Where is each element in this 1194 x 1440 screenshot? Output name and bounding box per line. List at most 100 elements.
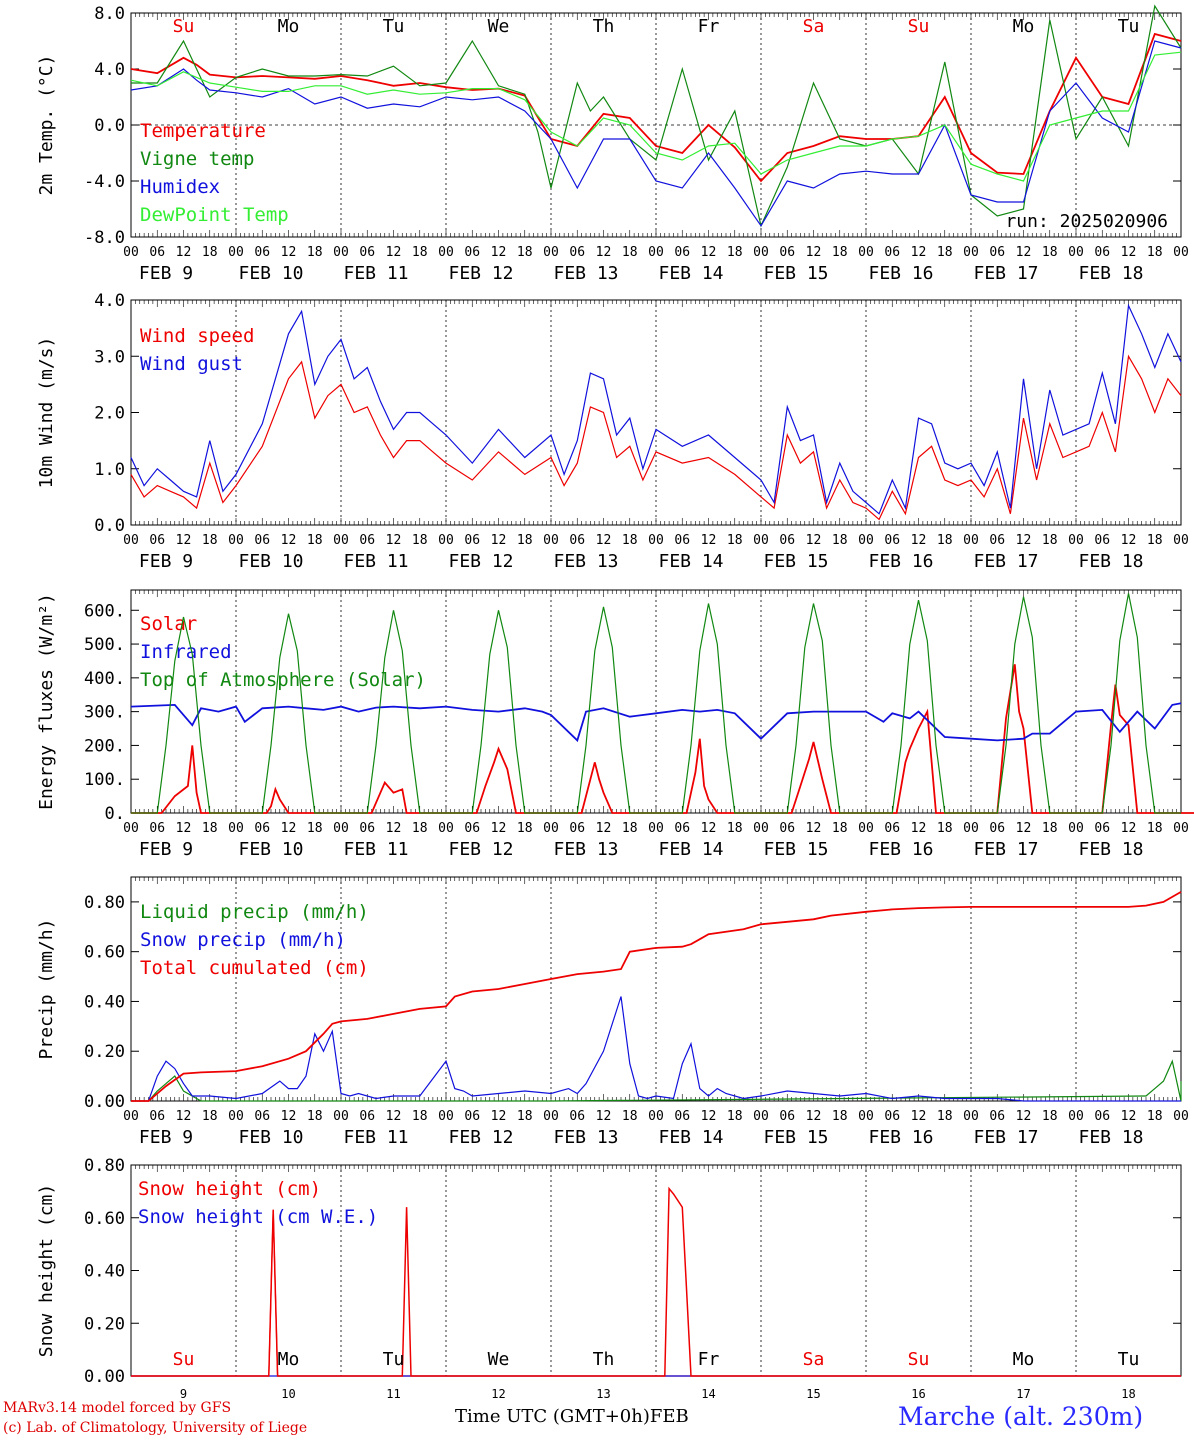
y-tick-label: 400. — [84, 669, 125, 689]
y-tick-label: 0.0 — [94, 516, 125, 536]
date-label: FEB 10 — [238, 1127, 303, 1148]
legend-entry: Snow height (cm W.E.) — [138, 1206, 378, 1228]
y-tick-label: 500. — [84, 635, 125, 655]
date-label: FEB 14 — [658, 1127, 723, 1148]
hour-tick-label: 00 — [963, 533, 979, 548]
hour-tick-label: 18 — [1042, 245, 1058, 260]
hour-tick-label: 00 — [1173, 1109, 1189, 1124]
hour-tick-label: 00 — [648, 821, 664, 836]
day-number: 16 — [911, 1387, 925, 1400]
y-tick-label: 300. — [84, 703, 125, 723]
hour-tick-label: 06 — [149, 1109, 165, 1124]
hour-tick-label: 18 — [622, 1109, 638, 1124]
day-abbrev-top: Tu — [383, 16, 405, 37]
day-number: 11 — [386, 1387, 400, 1400]
hour-tick-label: 12 — [491, 533, 507, 548]
date-label: FEB 14 — [658, 839, 723, 860]
day-abbrev-bottom: Su — [908, 1349, 930, 1370]
hour-tick-label: 18 — [622, 821, 638, 836]
hour-tick-label: 12 — [281, 533, 297, 548]
y-tick-label: 0.00 — [84, 1367, 125, 1387]
hour-tick-label: 18 — [1042, 1109, 1058, 1124]
hour-tick-label: 18 — [727, 821, 743, 836]
y-tick-label: 0.60 — [84, 943, 125, 963]
day-abbrev-top: Th — [593, 16, 615, 37]
date-label: FEB 18 — [1078, 551, 1143, 572]
hour-tick-label: 00 — [858, 1109, 874, 1124]
legend-entry: Vigne temp — [140, 148, 254, 170]
hour-tick-label: 06 — [359, 533, 375, 548]
hour-tick-label: 06 — [464, 821, 480, 836]
day-abbrev-bottom: Sa — [803, 1349, 825, 1370]
hour-tick-label: 00 — [753, 533, 769, 548]
date-label: FEB 18 — [1078, 1127, 1143, 1148]
legend-entry: Wind gust — [140, 353, 243, 375]
hour-tick-label: 12 — [911, 1109, 927, 1124]
date-label: FEB 16 — [868, 263, 933, 284]
date-label: FEB 12 — [448, 1127, 513, 1148]
hour-tick-label: 18 — [202, 821, 218, 836]
hour-tick-label: 06 — [1094, 533, 1110, 548]
legend-entry: Temperature — [140, 120, 266, 142]
hour-tick-label: 00 — [438, 1109, 454, 1124]
hour-tick-label: 18 — [1147, 1109, 1163, 1124]
day-abbrev-bottom: Mo — [278, 1349, 300, 1370]
y-axis-label: Precip (mm/h) — [36, 919, 57, 1060]
date-label: FEB 14 — [658, 263, 723, 284]
hour-tick-label: 00 — [963, 1109, 979, 1124]
hour-tick-label: 18 — [1042, 821, 1058, 836]
hour-tick-label: 18 — [412, 821, 428, 836]
y-axis-label: 10m Wind (m/s) — [36, 337, 57, 489]
hour-tick-label: 00 — [333, 533, 349, 548]
hour-tick-label: 18 — [517, 245, 533, 260]
y-tick-label: 2.0 — [94, 404, 125, 424]
hour-tick-label: 18 — [832, 1109, 848, 1124]
hour-tick-label: 00 — [858, 245, 874, 260]
day-abbrev-top: Sa — [803, 16, 825, 37]
hour-tick-label: 00 — [438, 821, 454, 836]
hour-tick-label: 18 — [727, 1109, 743, 1124]
date-label: FEB 16 — [868, 551, 933, 572]
hour-tick-label: 06 — [464, 245, 480, 260]
day-abbrev-bottom: Th — [593, 1349, 615, 1370]
y-tick-label: -8.0 — [84, 228, 125, 248]
hour-tick-label: 06 — [569, 245, 585, 260]
series-line-infrared — [130, 702, 1182, 743]
hour-tick-label: 18 — [517, 533, 533, 548]
hour-tick-label: 00 — [123, 1109, 139, 1124]
hour-tick-label: 06 — [1094, 245, 1110, 260]
series-line-snow-precip-mm-h- — [131, 996, 1181, 1102]
hour-tick-label: 18 — [832, 245, 848, 260]
date-label: FEB 15 — [763, 551, 828, 572]
legend-entry: Top of Atmosphere (Solar) — [140, 669, 426, 691]
hour-tick-label: 12 — [176, 533, 192, 548]
hour-tick-label: 00 — [1173, 245, 1189, 260]
series-line-wind-gust — [130, 303, 1182, 515]
hour-tick-label: 12 — [911, 533, 927, 548]
run-label: run: 2025020906 — [1005, 211, 1168, 232]
hour-tick-label: 00 — [543, 821, 559, 836]
day-abbrev-top: Su — [173, 16, 195, 37]
hour-tick-label: 12 — [1121, 821, 1137, 836]
y-tick-label: 0.40 — [84, 992, 125, 1012]
hour-tick-label: 06 — [569, 533, 585, 548]
date-label: FEB 18 — [1078, 839, 1143, 860]
hour-tick-label: 00 — [228, 821, 244, 836]
hour-tick-label: 12 — [491, 245, 507, 260]
hour-tick-label: 06 — [569, 821, 585, 836]
hour-tick-label: 06 — [1094, 821, 1110, 836]
legend-entry: Snow precip (mm/h) — [140, 929, 346, 951]
hour-tick-label: 06 — [674, 821, 690, 836]
hour-tick-label: 12 — [701, 1109, 717, 1124]
hour-tick-label: 18 — [832, 821, 848, 836]
series-line-top-of-atmosphere-solar- — [131, 593, 1181, 814]
hour-tick-label: 00 — [123, 245, 139, 260]
hour-tick-label: 00 — [228, 1109, 244, 1124]
date-label: FEB 12 — [448, 839, 513, 860]
date-label: FEB 10 — [238, 263, 303, 284]
y-tick-label: 200. — [84, 736, 125, 756]
hour-tick-label: 06 — [254, 1109, 270, 1124]
y-tick-label: 0.80 — [84, 1156, 125, 1176]
model-credit: MARv3.14 model forced by GFS — [3, 1400, 232, 1416]
hour-tick-label: 06 — [149, 245, 165, 260]
